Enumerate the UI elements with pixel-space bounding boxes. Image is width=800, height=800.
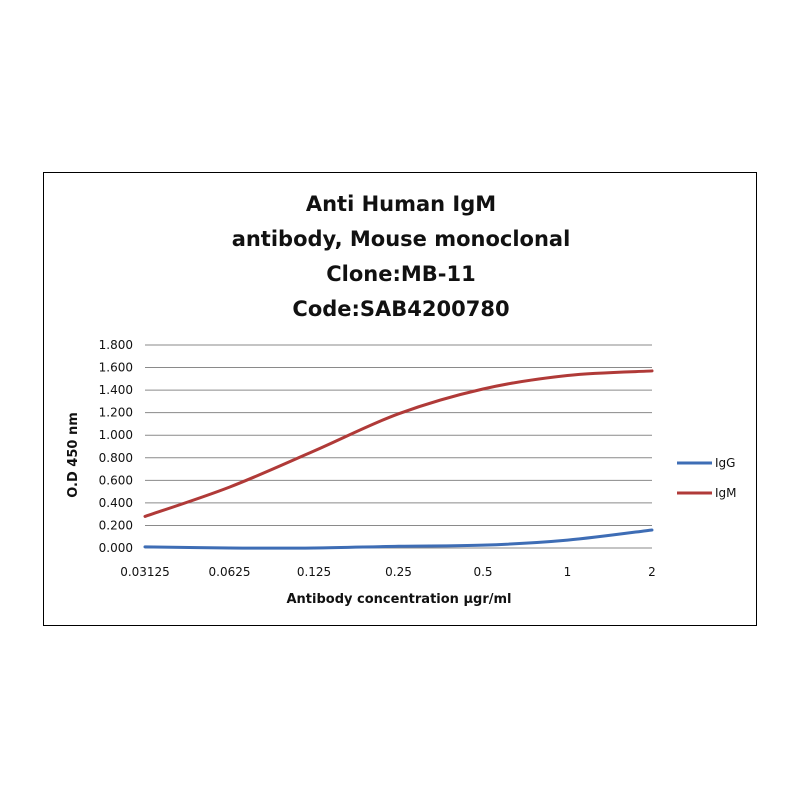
x-tick-label: 0.5 bbox=[473, 565, 492, 579]
y-tick-label: 1.600 bbox=[99, 361, 133, 375]
chart-title-line-1: Anti Human IgM bbox=[305, 192, 497, 216]
y-tick-label: 1.200 bbox=[99, 406, 133, 420]
x-tick-label: 0.03125 bbox=[120, 565, 170, 579]
grid-lines bbox=[145, 344, 652, 549]
x-tick-label: 1 bbox=[564, 565, 572, 579]
x-tick-label: 0.125 bbox=[297, 565, 331, 579]
y-tick-label: 0.000 bbox=[99, 541, 133, 555]
x-tick-labels: 0.03125 0.0625 0.125 0.25 0.5 1 2 bbox=[120, 565, 656, 579]
chart-frame: Anti Human IgM antibody, Mouse monoclona… bbox=[43, 172, 757, 626]
y-tick-label: 1.000 bbox=[99, 428, 133, 442]
chart-title-line-4: Code:SAB4200780 bbox=[292, 297, 510, 321]
y-tick-label: 0.200 bbox=[99, 518, 133, 532]
legend: IgG IgM bbox=[677, 456, 737, 500]
y-tick-labels: 0.000 0.200 0.400 0.600 0.800 1.000 1.200 1.400… bbox=[99, 338, 133, 555]
series-line-igg bbox=[143, 528, 654, 550]
chart-title: Anti Human IgM antibody, Mouse monoclona… bbox=[44, 187, 758, 327]
y-tick-label: 0.400 bbox=[99, 496, 133, 510]
y-tick-label: 0.800 bbox=[99, 451, 133, 465]
chart-title-line-2: antibody, Mouse monoclonal bbox=[231, 227, 571, 251]
series-line-igm bbox=[143, 369, 654, 518]
plot-area: 0.000 0.200 0.400 0.600 0.800 1.000 1.200 1.400… bbox=[66, 338, 737, 607]
legend-label-igm: IgM bbox=[715, 486, 737, 500]
x-tick-label: 2 bbox=[648, 565, 656, 579]
x-axis-label: Antibody concentration µgr/ml bbox=[286, 592, 511, 607]
x-tick-label: 0.25 bbox=[385, 565, 412, 579]
y-axis-label: O.D 450 nm bbox=[66, 412, 81, 497]
chart-title-line-3: Clone:MB-11 bbox=[326, 262, 476, 286]
y-tick-label: 1.800 bbox=[99, 338, 133, 352]
x-tick-label: 0.0625 bbox=[209, 565, 251, 579]
y-tick-label: 0.600 bbox=[99, 473, 133, 487]
legend-label-igg: IgG bbox=[715, 456, 735, 470]
y-tick-label: 1.400 bbox=[99, 383, 133, 397]
series-lines bbox=[143, 369, 654, 550]
